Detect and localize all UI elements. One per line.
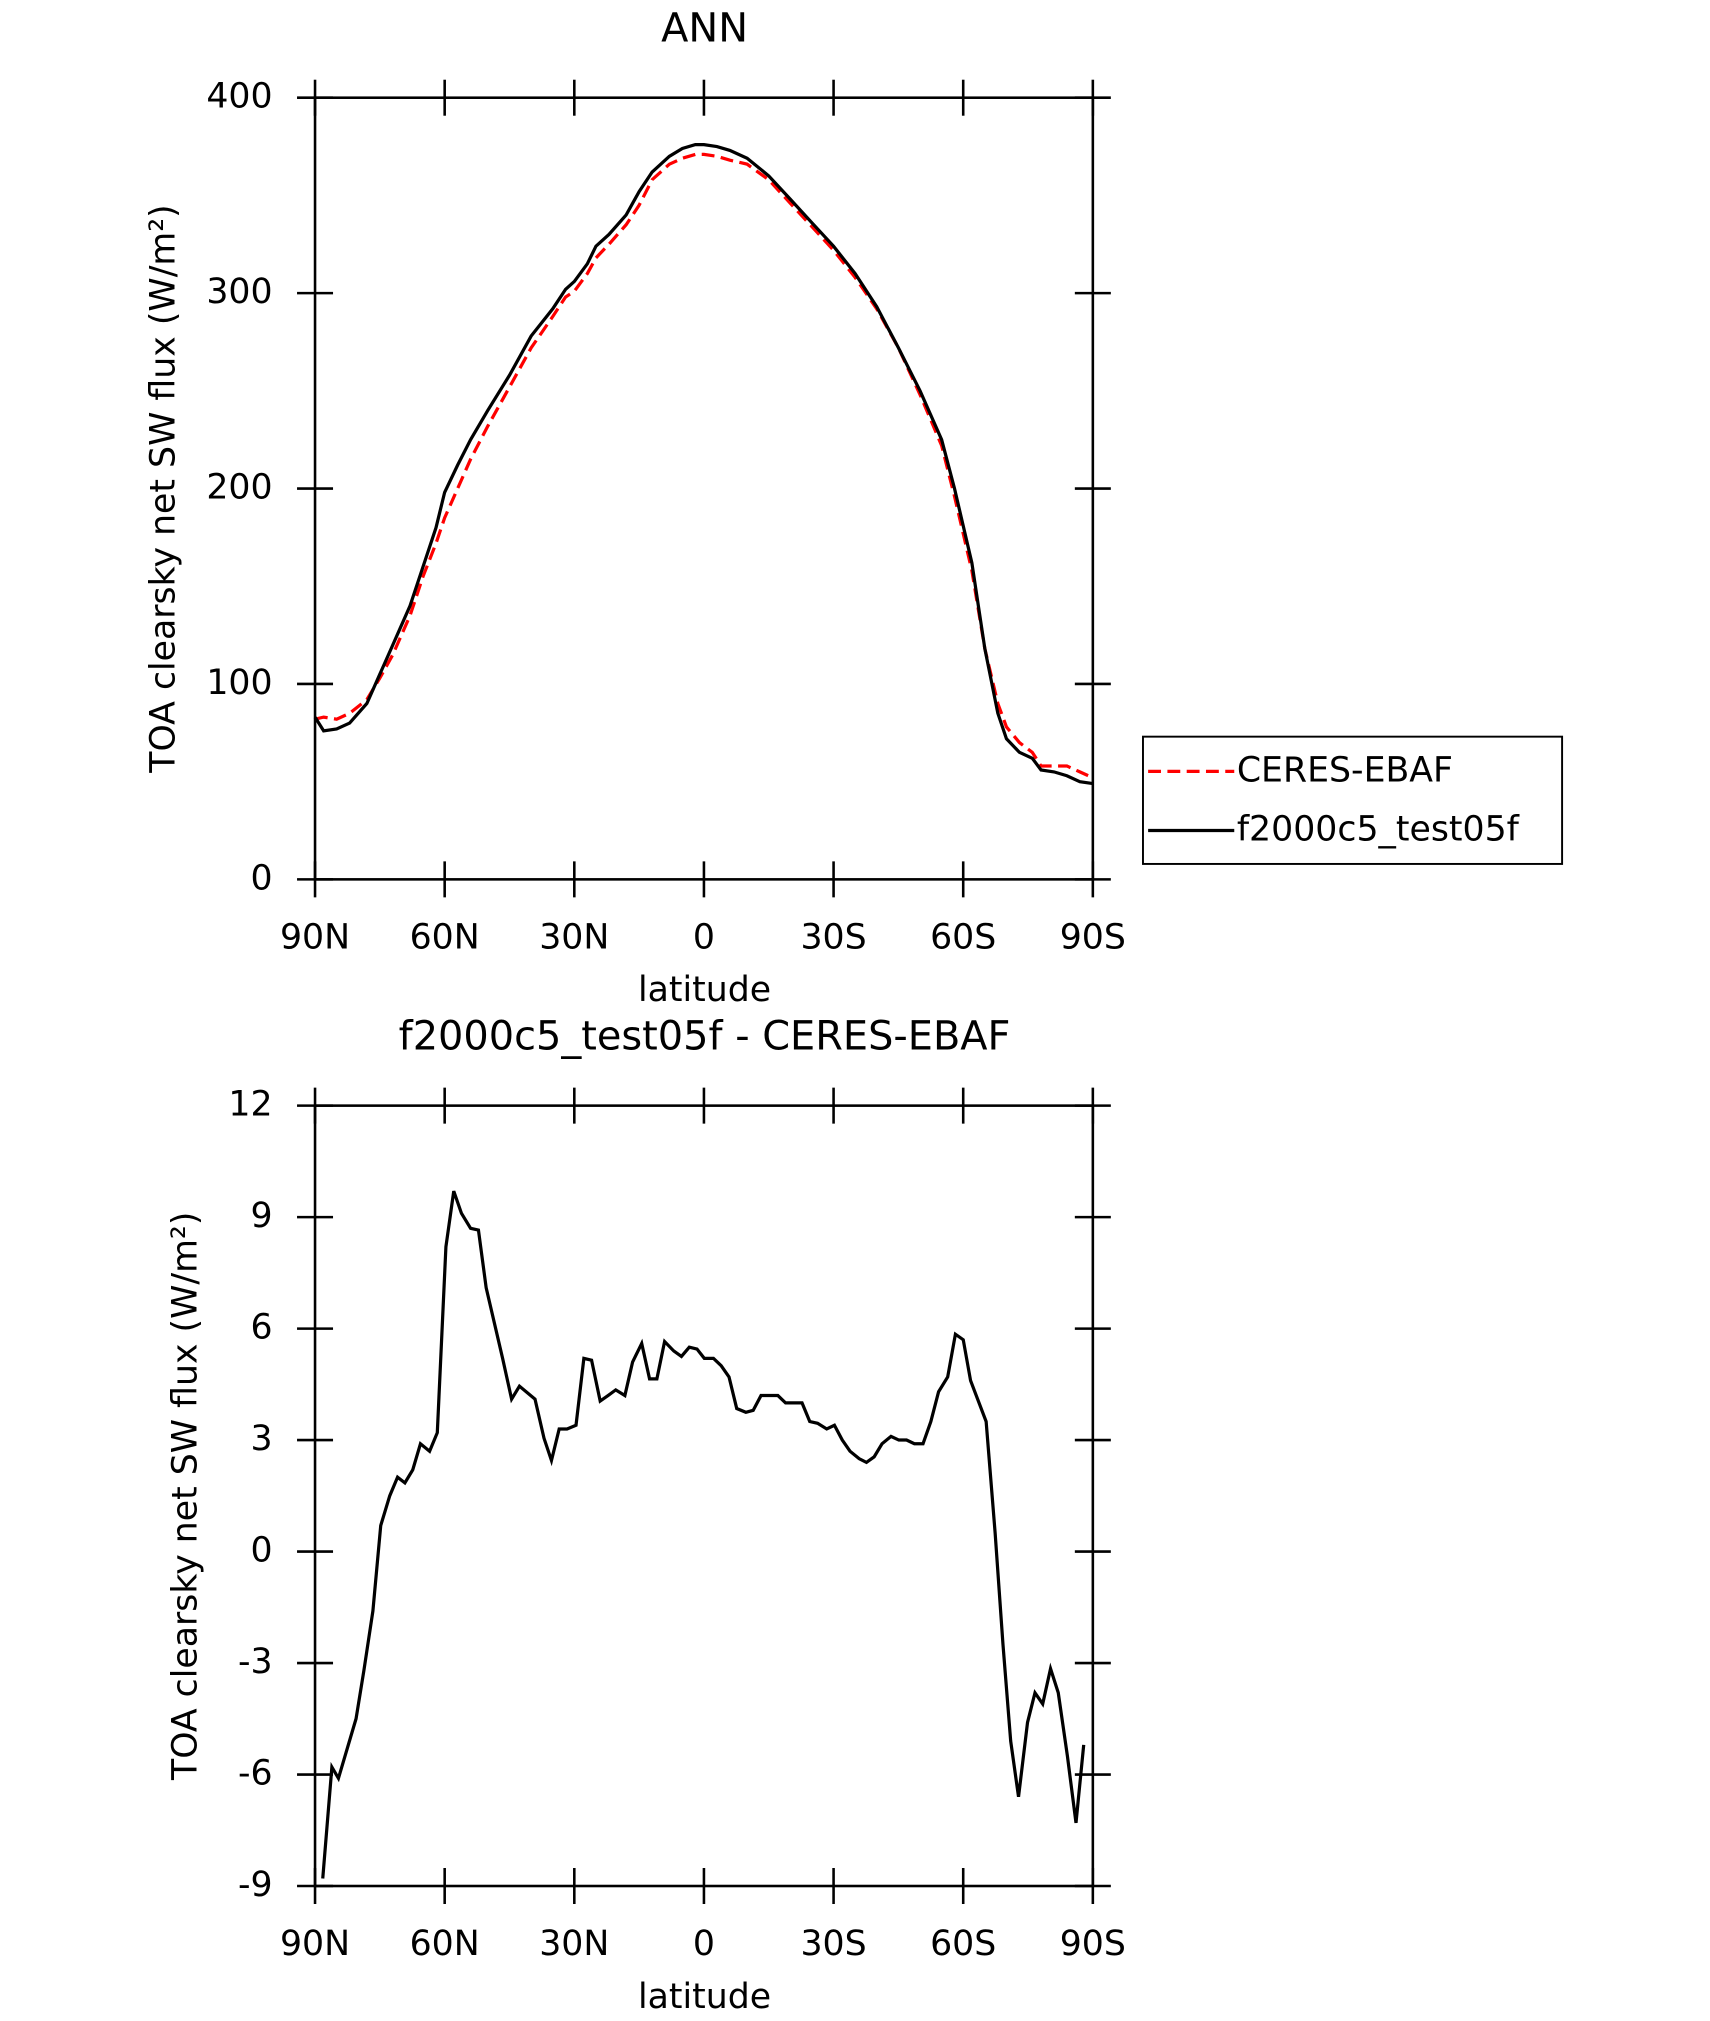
- x-tick-label: 60S: [930, 918, 996, 958]
- x-tick-label: 30S: [800, 1924, 866, 1964]
- plot-frame: [313, 1104, 1095, 1888]
- y-tick-label: 3: [251, 1419, 273, 1459]
- y-tick-label: 100: [206, 663, 272, 703]
- x-tick-label: 90N: [280, 1924, 350, 1964]
- x-tick-label: 30N: [539, 918, 609, 958]
- x-tick-label: 60S: [930, 1924, 996, 1964]
- y-tick-label: 0: [251, 1531, 273, 1571]
- x-tick-label: 0: [693, 918, 715, 958]
- x-tick-label: 60N: [410, 918, 480, 958]
- data-line: [321, 1190, 1086, 1879]
- y-tick-label: 300: [206, 272, 272, 312]
- legend-box: [1142, 735, 1564, 865]
- y-tick-label: -9: [238, 1865, 273, 1905]
- legend-label: CERES-EBAF: [1237, 750, 1453, 790]
- x-tick-label: 30N: [539, 1924, 609, 1964]
- x-tick-label: 60N: [410, 1924, 480, 1964]
- data-line: [314, 152, 1094, 780]
- y-axis-label: TOA clearsky net SW flux (W/m²): [144, 204, 184, 773]
- y-tick-label: 400: [206, 77, 272, 117]
- x-tick-label: 30S: [800, 918, 866, 958]
- x-tick-label: 90N: [280, 918, 350, 958]
- plot-frame: [313, 96, 1095, 881]
- y-tick-label: -6: [238, 1754, 273, 1794]
- y-tick-label: 0: [251, 858, 273, 898]
- x-tick-label: 90S: [1060, 1924, 1126, 1964]
- x-axis-label: latitude: [638, 1977, 771, 2017]
- x-tick-label: 90S: [1060, 918, 1126, 958]
- chart-title: f2000c5_test05f - CERES-EBAF: [399, 1013, 1011, 1059]
- y-tick-label: 6: [251, 1308, 273, 1348]
- x-tick-label: 0: [693, 1924, 715, 1964]
- y-tick-label: -3: [238, 1642, 273, 1682]
- data-line: [313, 143, 1094, 786]
- legend-label: f2000c5_test05f: [1237, 810, 1520, 850]
- x-axis-label: latitude: [638, 970, 771, 1010]
- y-tick-label: 12: [228, 1085, 272, 1125]
- y-tick-label: 9: [251, 1196, 273, 1236]
- y-axis-label: TOA clearsky net SW flux (W/m²): [165, 1212, 205, 1781]
- y-tick-label: 200: [206, 468, 272, 508]
- chart-title: ANN: [661, 5, 748, 51]
